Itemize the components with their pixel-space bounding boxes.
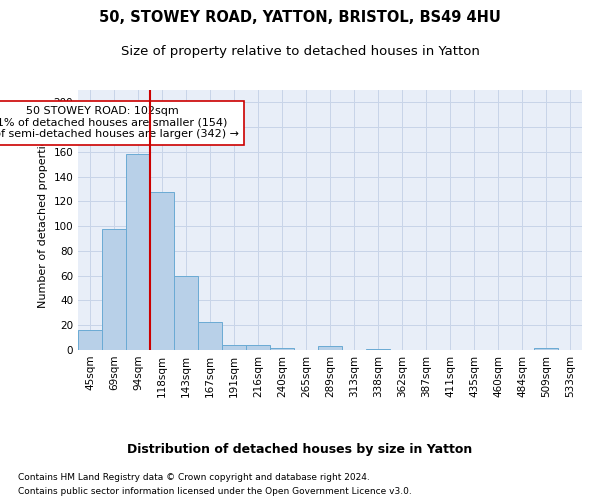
Y-axis label: Number of detached properties: Number of detached properties [38, 132, 48, 308]
Bar [246, 345, 270, 350]
Bar [318, 346, 342, 350]
Bar [366, 349, 390, 350]
Bar [270, 348, 294, 350]
Bar [150, 192, 174, 350]
Bar [222, 345, 246, 350]
Text: Distribution of detached houses by size in Yatton: Distribution of detached houses by size … [127, 442, 473, 456]
Text: Size of property relative to detached houses in Yatton: Size of property relative to detached ho… [121, 45, 479, 58]
Bar [102, 228, 126, 350]
Bar [534, 348, 558, 350]
Bar [198, 322, 222, 350]
Text: Contains HM Land Registry data © Crown copyright and database right 2024.: Contains HM Land Registry data © Crown c… [18, 472, 370, 482]
Bar [126, 154, 150, 350]
Text: 50, STOWEY ROAD, YATTON, BRISTOL, BS49 4HU: 50, STOWEY ROAD, YATTON, BRISTOL, BS49 4… [99, 10, 501, 25]
Bar [78, 330, 102, 350]
Text: Contains public sector information licensed under the Open Government Licence v3: Contains public sector information licen… [18, 488, 412, 496]
Text: 50 STOWEY ROAD: 102sqm
← 31% of detached houses are smaller (154)
69% of semi-de: 50 STOWEY ROAD: 102sqm ← 31% of detached… [0, 106, 239, 140]
Bar [174, 276, 198, 350]
